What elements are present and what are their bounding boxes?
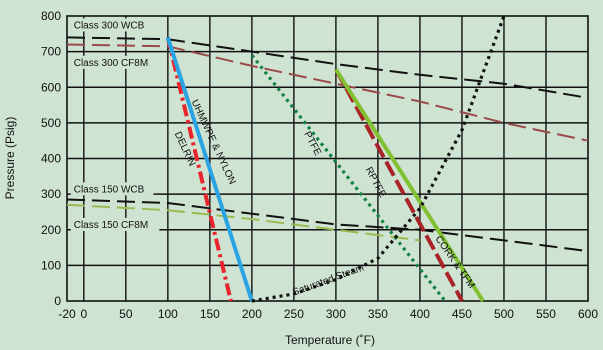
x-tick-label: -20 (58, 307, 76, 321)
y-tick-label: 700 (41, 45, 61, 59)
x-tick-label: 350 (368, 307, 388, 321)
series-line (66, 203, 421, 242)
annotation: Class 150 WCB (70, 182, 154, 196)
series-line (251, 15, 506, 303)
y-tick-label: 100 (41, 258, 61, 272)
series-line (165, 36, 254, 302)
series-line (165, 36, 233, 302)
annotation: Class 300 CF8M (70, 55, 160, 69)
annotation: Class 300 WCB (70, 18, 154, 32)
y-tick-label: 300 (41, 187, 61, 201)
annotation-text: Class 300 WCB (74, 20, 145, 31)
series-line (334, 68, 464, 302)
annotation: Class 150 CF8M (70, 217, 160, 231)
y-axis-ticks: 0 100 200 300 400 500 600 700 800 (41, 9, 61, 308)
annotation-bg (70, 18, 154, 32)
annotation-bg (70, 55, 160, 69)
x-tick-label: 600 (578, 307, 598, 321)
y-tick-label: 200 (41, 223, 61, 237)
annotation-bg (70, 217, 160, 231)
y-axis-label: Pressure (Psig) (3, 117, 17, 200)
x-tick-label: 550 (536, 307, 556, 321)
annotation-bg (70, 182, 154, 196)
x-tick-label: 500 (494, 307, 514, 321)
x-axis-label: Temperature (˚F) (285, 333, 375, 347)
series-line (66, 43, 589, 142)
annotation-text: Class 150 WCB (74, 184, 145, 195)
x-tick-label: 100 (158, 307, 178, 321)
x-tick-label: 450 (452, 307, 472, 321)
annotation-text: Class 150 CF8M (74, 220, 148, 231)
x-tick-label: 400 (410, 307, 430, 321)
y-tick-label: 500 (41, 116, 61, 130)
series-line (334, 68, 485, 303)
annotation-text: Class 300 CF8M (74, 58, 148, 69)
x-tick-label: 200 (242, 307, 262, 321)
x-axis-ticks: -20 0 50 100 150 200 250 300 350 400 450 500 550 600 (58, 307, 598, 321)
x-tick-label: 150 (200, 307, 220, 321)
x-tick-label: 0 (80, 307, 87, 321)
series-line (250, 54, 447, 302)
y-tick-label: 400 (41, 152, 61, 166)
y-tick-label: 800 (41, 9, 61, 23)
x-tick-label: 50 (119, 307, 133, 321)
y-tick-label: 0 (54, 294, 61, 308)
x-tick-label: 250 (284, 307, 304, 321)
y-tick-label: 600 (41, 80, 61, 94)
series-line (66, 198, 589, 253)
x-tick-label: 300 (326, 307, 346, 321)
series-lines (66, 15, 589, 303)
